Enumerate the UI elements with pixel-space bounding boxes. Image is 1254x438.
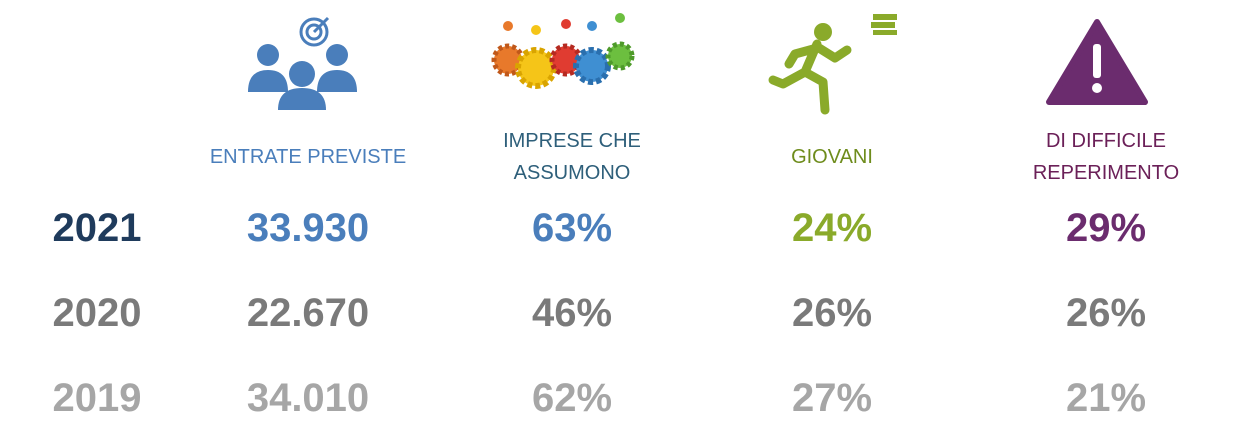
- column-header: ENTRATE PREVISTE: [209, 146, 407, 168]
- value-cell: 24%: [791, 206, 873, 250]
- year-label: 2019: [52, 376, 142, 420]
- gears-icon: [491, 13, 635, 89]
- value-cell: 29%: [1065, 206, 1147, 250]
- value-cell: 62%: [531, 376, 613, 420]
- column-header: GIOVANI: [791, 146, 873, 168]
- value-cell: 33.930: [246, 206, 370, 250]
- people-icon: [248, 16, 357, 110]
- column-header: DI DIFFICILE REPERIMENTO: [1032, 130, 1180, 184]
- value-cell: 63%: [531, 206, 613, 250]
- value-cell: 21%: [1065, 376, 1147, 420]
- runner-icon: [768, 14, 897, 115]
- value-cell: 46%: [531, 291, 613, 335]
- value-cell: 26%: [791, 291, 873, 335]
- year-label: 2021: [52, 206, 142, 250]
- warning-icon: [1046, 19, 1148, 105]
- value-cell: 26%: [1065, 291, 1147, 335]
- value-cell: 27%: [791, 376, 873, 420]
- year-label: 2020: [52, 291, 142, 335]
- value-cell: 34.010: [246, 376, 370, 420]
- column-header: IMPRESE CHE ASSUMONO: [503, 130, 641, 184]
- value-cell: 22.670: [246, 291, 370, 335]
